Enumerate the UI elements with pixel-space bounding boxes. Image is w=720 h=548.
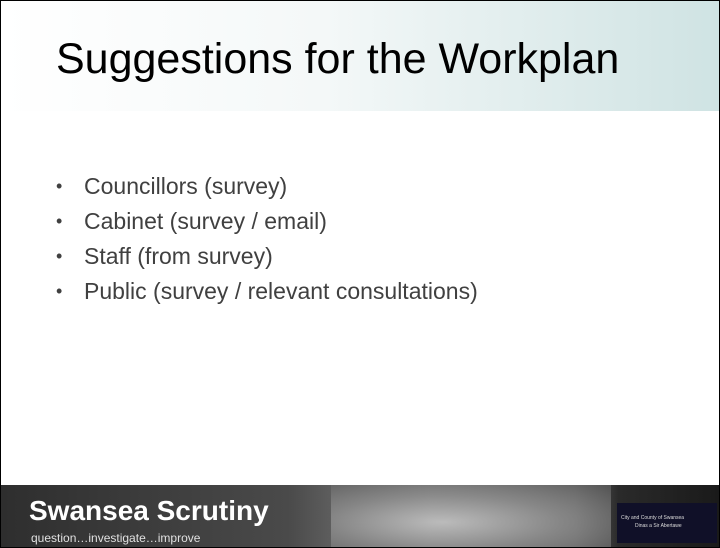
logo-text: City and County of Swansea — [621, 515, 685, 521]
logo-subtext: Dinas a Sir Abertawe — [635, 523, 682, 529]
tagline: question…investigate…improve — [31, 531, 201, 545]
brand: Swansea Scrutiny — [29, 495, 269, 526]
bullet: Cabinet (survey / email) — [56, 204, 478, 239]
bullet: Public (survey / relevant consultations) — [56, 274, 478, 309]
bullet: Councillors (survey) — [56, 169, 478, 204]
title-band: Suggestions for the Workplan — [1, 1, 719, 111]
bullet: Staff (from survey) — [56, 239, 478, 274]
footer: Swansea Scrutiny question…investigate…im… — [1, 485, 719, 547]
bullet-list: Councillors (survey) Cabinet (survey / e… — [56, 169, 478, 309]
logo: City and County of Swansea Dinas a Sir A… — [617, 503, 717, 543]
slide-title: Suggestions for the Workplan — [56, 35, 620, 83]
footer-photo — [331, 485, 611, 547]
